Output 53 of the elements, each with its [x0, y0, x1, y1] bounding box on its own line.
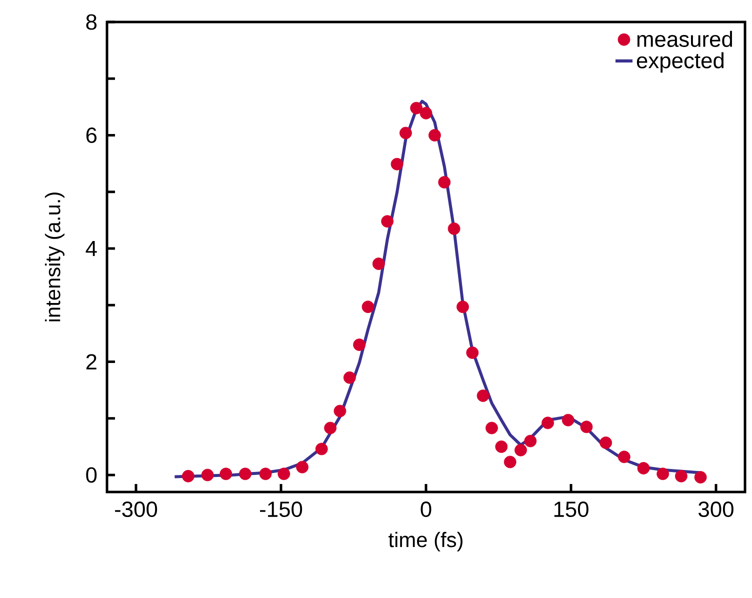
- point: [514, 444, 527, 456]
- point: [428, 129, 441, 142]
- point: [182, 470, 194, 482]
- point: [456, 300, 469, 314]
- point: [259, 468, 272, 480]
- y-tick-label: 8: [86, 14, 97, 30]
- point: [524, 434, 537, 448]
- point: [476, 390, 490, 402]
- x-tick-label: -150: [260, 502, 302, 518]
- point: [390, 158, 404, 170]
- point: [372, 258, 385, 270]
- point: [362, 300, 374, 314]
- point: [504, 456, 516, 468]
- y-tick-label: 2: [86, 354, 96, 370]
- point: [239, 468, 252, 480]
- point: [466, 346, 479, 359]
- x-tick-label: 150: [554, 502, 588, 518]
- point: [637, 462, 650, 474]
- point: [438, 176, 451, 188]
- point: [353, 338, 366, 351]
- point: [448, 222, 460, 235]
- point: [420, 106, 432, 120]
- point: [343, 371, 356, 384]
- point: [220, 468, 232, 480]
- point: [618, 450, 630, 464]
- point: [580, 420, 593, 434]
- x-axis-title: time (fs): [388, 532, 462, 552]
- point: [410, 102, 423, 114]
- point: [675, 470, 688, 482]
- point: [381, 215, 394, 228]
- y-tick-label: 6: [86, 127, 97, 144]
- point: [562, 414, 574, 426]
- point: [542, 416, 554, 430]
- x-tick-label: 0: [420, 502, 432, 518]
- y-tick-label: 0: [86, 467, 97, 483]
- point: [486, 422, 498, 434]
- point: [495, 440, 508, 453]
- y-tick-label: 4: [86, 240, 97, 256]
- point: [324, 422, 336, 434]
- point: [400, 126, 412, 140]
- point: [201, 468, 214, 482]
- point: [656, 468, 670, 480]
- x-tick-label: 300: [698, 502, 734, 518]
- point: [315, 442, 328, 456]
- y-axis-title: intensity (a.u.): [44, 192, 64, 322]
- x-tick-label: -300: [115, 502, 158, 518]
- point: [278, 468, 290, 480]
- point: [334, 404, 346, 418]
- legend-label: measured: [637, 30, 732, 47]
- point: [600, 436, 612, 449]
- legend-label: expected: [636, 52, 724, 73]
- point: [296, 460, 308, 474]
- point: [694, 471, 707, 484]
